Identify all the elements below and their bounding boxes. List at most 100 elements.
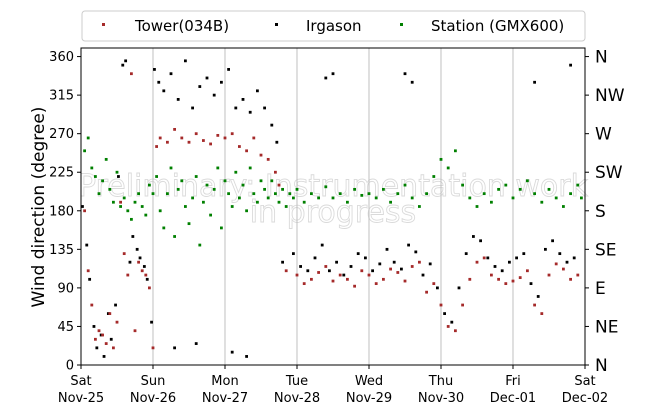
data-point [241, 183, 245, 187]
data-point [266, 196, 270, 200]
data-point [122, 196, 126, 200]
data-point [511, 279, 515, 283]
legend-label-tower: Tower(034B) [134, 17, 229, 35]
data-point [486, 256, 490, 260]
data-point [223, 136, 227, 140]
data-point [140, 205, 144, 208]
series-tower [83, 72, 580, 350]
data-point [202, 200, 205, 204]
data-point [277, 183, 281, 187]
y-tick-label: 270 [49, 127, 74, 142]
data-point [169, 166, 173, 170]
data-point [263, 106, 266, 110]
data-point [562, 267, 565, 271]
data-point [454, 329, 457, 333]
data-point [554, 196, 558, 200]
data-point [482, 192, 486, 196]
y-right-tick-label: SE [595, 240, 617, 260]
data-point [360, 269, 364, 273]
data-point [310, 277, 313, 281]
data-point [529, 282, 533, 286]
data-point [130, 72, 133, 76]
data-point [475, 260, 479, 264]
data-point [119, 200, 122, 204]
data-point [104, 157, 108, 161]
data-point [493, 265, 497, 268]
data-point [450, 320, 454, 324]
data-point [396, 192, 400, 196]
data-point [153, 68, 156, 71]
data-point [504, 183, 508, 187]
data-point [526, 179, 529, 183]
gridlines [152, 48, 514, 365]
data-point [461, 303, 464, 307]
x-tick-date-label: Dec-01 [490, 391, 536, 406]
data-point [191, 106, 194, 110]
data-point [212, 93, 216, 97]
data-point [360, 193, 364, 197]
data-point [540, 312, 544, 315]
data-point [306, 269, 310, 273]
data-point [371, 269, 374, 273]
data-point [263, 187, 266, 191]
data-point [184, 205, 187, 208]
data-point [428, 262, 432, 266]
data-point [403, 72, 407, 76]
x-tick-date-label: Nov-28 [274, 391, 320, 406]
data-point [500, 269, 504, 273]
data-point [86, 136, 90, 140]
data-point [117, 175, 120, 178]
data-point [137, 192, 140, 196]
data-point [205, 183, 209, 187]
data-point [439, 157, 443, 161]
x-tick-date-label: Dec-02 [562, 391, 608, 406]
watermark-line-2: in progress [250, 195, 416, 230]
data-point [565, 260, 569, 264]
data-point [209, 213, 212, 217]
data-point [274, 192, 277, 196]
data-point [158, 209, 162, 213]
data-point [353, 187, 356, 191]
data-point [227, 192, 230, 196]
data-point [150, 320, 153, 324]
data-point [515, 256, 518, 260]
data-point [187, 222, 191, 226]
data-point [230, 205, 234, 208]
data-point [374, 196, 378, 200]
data-point [533, 80, 536, 84]
data-point [508, 260, 511, 264]
data-point [518, 276, 522, 280]
data-point [227, 68, 230, 71]
data-point [367, 192, 371, 196]
x-tick-date-label: Nov-29 [346, 391, 392, 406]
data-point [176, 98, 180, 101]
data-point [346, 277, 349, 281]
data-point [180, 179, 184, 183]
data-point [547, 273, 551, 277]
data-point [504, 282, 508, 286]
data-point [122, 252, 126, 256]
data-point [490, 200, 493, 204]
y-right-tick-label: NW [595, 86, 625, 106]
data-point [432, 175, 436, 178]
data-point [166, 192, 169, 196]
data-point [95, 346, 99, 350]
data-point [145, 277, 149, 281]
data-point [220, 226, 223, 230]
data-point [558, 252, 562, 256]
data-point [320, 243, 324, 247]
data-point [551, 239, 554, 243]
data-point [130, 217, 133, 221]
data-point [403, 279, 407, 283]
data-point [245, 355, 248, 358]
data-point [410, 196, 414, 200]
data-point [90, 303, 94, 307]
data-point [270, 179, 274, 183]
data-point [238, 145, 241, 148]
x-tick-day-label: Sat [574, 374, 595, 389]
data-point [472, 235, 475, 238]
data-point [526, 269, 529, 273]
data-point [533, 303, 536, 307]
data-point [209, 142, 212, 146]
